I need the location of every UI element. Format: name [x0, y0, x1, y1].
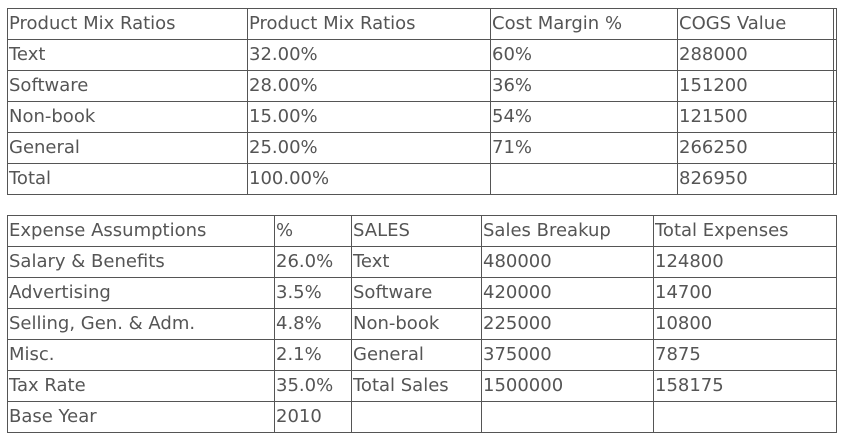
table-row: General 25.00% 71% 266250	[7, 132, 837, 164]
table-cell[interactable]: 2.1%	[274, 339, 352, 371]
table-row: Salary & Benefits 26.0% Text 480000 1248…	[7, 246, 837, 278]
table-cell[interactable]: Software	[7, 70, 248, 102]
table-cell[interactable]: Text	[351, 246, 482, 278]
table-cell[interactable]: General	[7, 132, 248, 164]
table-cell[interactable]: 32.00%	[247, 39, 491, 71]
table-cell[interactable]: Salary & Benefits	[7, 246, 275, 278]
table-row: Software 28.00% 36% 151200	[7, 70, 837, 102]
column-header[interactable]: COGS Value	[677, 8, 834, 40]
table-cell[interactable]: Total	[7, 163, 248, 195]
table-cell[interactable]: 1500000	[481, 370, 654, 402]
table-cell[interactable]: 124800	[653, 246, 837, 278]
table-header-row: Product Mix Ratios Product Mix Ratios Co…	[7, 8, 837, 40]
table-cell[interactable]: 375000	[481, 339, 654, 371]
column-header[interactable]: Product Mix Ratios	[247, 8, 491, 40]
table-cell[interactable]	[351, 401, 482, 433]
table-cell[interactable]: 4.8%	[274, 308, 352, 340]
table-cell[interactable]: 2010	[274, 401, 352, 433]
table-row: Selling, Gen. & Adm. 4.8% Non-book 22500…	[7, 308, 837, 340]
table-cell[interactable]: Advertising	[7, 277, 275, 309]
table-cell[interactable]: Tax Rate	[7, 370, 275, 402]
table-cell[interactable]: Non-book	[351, 308, 482, 340]
table-row: Misc. 2.1% General 375000 7875	[7, 339, 837, 371]
table-cell[interactable]: 288000	[677, 39, 834, 71]
table-cell[interactable]: 14700	[653, 277, 837, 309]
column-header[interactable]: SALES	[351, 215, 482, 247]
table-cell[interactable]: Non-book	[7, 101, 248, 133]
column-header[interactable]: %	[274, 215, 352, 247]
column-header[interactable]: Total Expenses	[653, 215, 837, 247]
table-cell[interactable]: 7875	[653, 339, 837, 371]
table-cell[interactable]: Total Sales	[351, 370, 482, 402]
table-cell[interactable]: 158175	[653, 370, 837, 402]
table-cell[interactable]: 121500	[677, 101, 834, 133]
table-cell[interactable]: Text	[7, 39, 248, 71]
column-header[interactable]: Cost Margin %	[490, 8, 678, 40]
table-edge-cell	[833, 70, 837, 102]
table-cell[interactable]: General	[351, 339, 482, 371]
table-cell[interactable]: 3.5%	[274, 277, 352, 309]
table-cell[interactable]: 25.00%	[247, 132, 491, 164]
table-row: Total 100.00% 826950	[7, 163, 837, 195]
table-cell[interactable]: 28.00%	[247, 70, 491, 102]
table-edge-cell	[833, 163, 837, 195]
table-cell[interactable]: Selling, Gen. & Adm.	[7, 308, 275, 340]
table-cell[interactable]	[481, 401, 654, 433]
table-cell[interactable]: 36%	[490, 70, 678, 102]
table-cell[interactable]	[490, 163, 678, 195]
table-edge-cell	[833, 8, 837, 40]
product-mix-table: Product Mix Ratios Product Mix Ratios Co…	[7, 8, 837, 195]
table-cell[interactable]: 826950	[677, 163, 834, 195]
table-row: Advertising 3.5% Software 420000 14700	[7, 277, 837, 309]
table-header-row: Expense Assumptions % SALES Sales Breaku…	[7, 215, 837, 247]
table-cell[interactable]: 420000	[481, 277, 654, 309]
table-cell[interactable]	[653, 401, 837, 433]
table-cell[interactable]: 225000	[481, 308, 654, 340]
table-edge-cell	[833, 39, 837, 71]
table-cell[interactable]: Base Year	[7, 401, 275, 433]
table-row: Text 32.00% 60% 288000	[7, 39, 837, 71]
table-edge-cell	[833, 101, 837, 133]
table-row: Base Year 2010	[7, 401, 837, 433]
table-cell[interactable]: Software	[351, 277, 482, 309]
column-header[interactable]: Product Mix Ratios	[7, 8, 248, 40]
table-cell[interactable]: 60%	[490, 39, 678, 71]
table-row: Tax Rate 35.0% Total Sales 1500000 15817…	[7, 370, 837, 402]
expense-sales-table: Expense Assumptions % SALES Sales Breaku…	[7, 215, 837, 433]
table-cell[interactable]: 15.00%	[247, 101, 491, 133]
table-cell[interactable]: 266250	[677, 132, 834, 164]
table-cell[interactable]: 54%	[490, 101, 678, 133]
table-cell[interactable]: 71%	[490, 132, 678, 164]
table-cell[interactable]: 151200	[677, 70, 834, 102]
table-cell[interactable]: 480000	[481, 246, 654, 278]
table-row: Non-book 15.00% 54% 121500	[7, 101, 837, 133]
table-cell[interactable]: 35.0%	[274, 370, 352, 402]
table-cell[interactable]: 10800	[653, 308, 837, 340]
table-cell[interactable]: 26.0%	[274, 246, 352, 278]
table-edge-cell	[833, 132, 837, 164]
column-header[interactable]: Expense Assumptions	[7, 215, 275, 247]
table-cell[interactable]: Misc.	[7, 339, 275, 371]
column-header[interactable]: Sales Breakup	[481, 215, 654, 247]
table-cell[interactable]: 100.00%	[247, 163, 491, 195]
